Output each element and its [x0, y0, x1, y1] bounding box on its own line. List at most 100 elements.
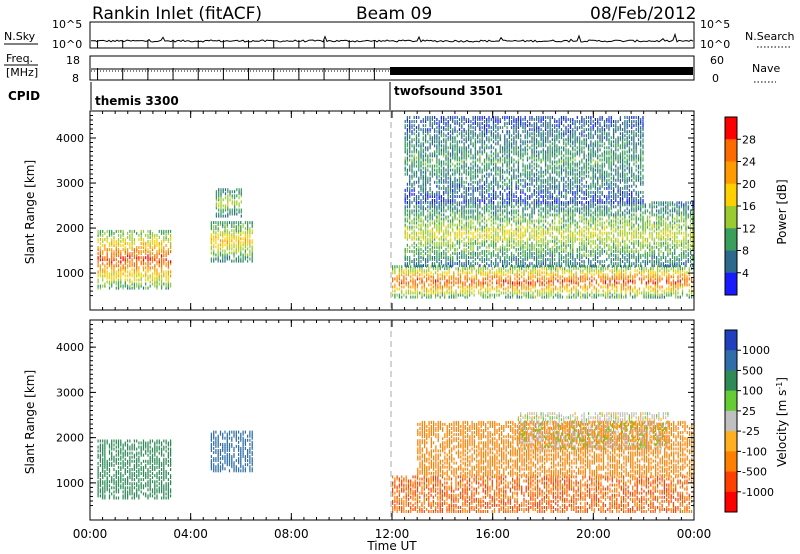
range-cell	[156, 284, 158, 288]
range-cell	[455, 267, 457, 271]
range-cell	[468, 225, 470, 229]
freq-tick-top: 18	[66, 54, 80, 67]
range-cell	[229, 210, 231, 214]
range-cell	[238, 237, 240, 241]
range-cell	[165, 264, 167, 268]
range-cell	[620, 285, 622, 289]
range-cell	[643, 267, 645, 271]
range-cell	[466, 271, 468, 275]
range-cell	[481, 229, 483, 233]
range-cell	[607, 293, 609, 297]
range-cell	[606, 207, 608, 211]
sky-panel-frame	[89, 21, 695, 49]
range-cell	[532, 285, 534, 289]
range-cell	[492, 211, 495, 215]
range-cell	[631, 235, 633, 239]
range-cell	[540, 211, 542, 215]
range-cell	[591, 279, 593, 283]
range-cell	[486, 231, 488, 235]
range-cell	[418, 205, 420, 209]
range-cell	[550, 265, 552, 269]
range-cell	[549, 233, 551, 237]
range-cell	[594, 213, 596, 217]
range-cell	[465, 247, 467, 251]
range-cell	[427, 231, 429, 235]
range-cell	[608, 221, 610, 225]
range-cell	[167, 272, 169, 276]
range-cell	[478, 291, 480, 295]
range-cell	[491, 267, 493, 271]
range-cell	[522, 235, 524, 239]
range-cell	[486, 227, 488, 231]
range-cell	[461, 251, 463, 255]
range-cell	[470, 239, 472, 243]
range-cell	[585, 235, 587, 239]
range-cell	[440, 253, 442, 257]
range-cell	[117, 270, 120, 274]
range-cell	[482, 279, 484, 283]
range-cell	[469, 271, 471, 275]
range-cell	[463, 211, 465, 215]
range-cell	[640, 247, 642, 251]
range-cell	[565, 227, 567, 231]
range-cell	[671, 256, 674, 259]
range-cell	[247, 225, 249, 229]
range-cell	[569, 209, 572, 213]
range-cell	[631, 233, 633, 237]
range-cell	[683, 223, 685, 227]
range-cell	[629, 271, 631, 275]
range-cell	[644, 227, 646, 231]
range-cell	[224, 221, 226, 225]
range-cell	[227, 212, 229, 216]
range-cell	[438, 241, 440, 245]
range-cell	[545, 253, 547, 257]
range-cell	[477, 217, 479, 221]
range-cell	[215, 221, 217, 225]
range-cell	[629, 267, 631, 271]
range-cell	[633, 251, 635, 255]
range-cell	[394, 277, 396, 281]
range-cell	[549, 225, 551, 229]
range-cell	[591, 267, 593, 271]
range-cell	[527, 295, 530, 299]
range-cell	[133, 274, 135, 278]
range-cell	[653, 260, 655, 263]
nave-band-late	[390, 67, 693, 75]
range-cell	[496, 289, 498, 293]
range-cell	[142, 274, 145, 278]
range-cell	[613, 241, 615, 245]
range-cell	[145, 270, 147, 274]
range-cell	[527, 267, 530, 271]
range-cell	[111, 278, 113, 282]
range-cell	[551, 213, 553, 217]
range-cell	[161, 274, 163, 278]
range-cell	[117, 278, 120, 282]
range-cell	[533, 237, 535, 241]
range-cell	[154, 270, 156, 274]
range-cell	[410, 285, 412, 289]
range-cell	[516, 285, 518, 289]
range-cell	[456, 211, 458, 215]
range-cell	[413, 235, 415, 239]
range-cell	[545, 219, 547, 223]
range-cell	[477, 221, 479, 225]
range-cell	[608, 213, 610, 217]
range-cell	[691, 295, 693, 299]
range-cell	[440, 225, 442, 229]
range-cell	[398, 267, 400, 271]
range-cell	[616, 287, 618, 291]
range-cell	[462, 293, 464, 297]
range-cell	[566, 295, 568, 299]
range-cell	[435, 293, 437, 297]
range-cell	[520, 245, 522, 249]
range-cell	[464, 281, 466, 285]
range-cell	[217, 233, 219, 237]
range-cell	[568, 269, 570, 273]
range-cell	[425, 247, 427, 251]
range-cell	[563, 201, 565, 205]
range-cell	[506, 205, 508, 209]
range-cell	[474, 251, 476, 255]
range-cell	[231, 200, 233, 204]
range-cell	[489, 279, 491, 283]
range-cell	[472, 251, 474, 255]
